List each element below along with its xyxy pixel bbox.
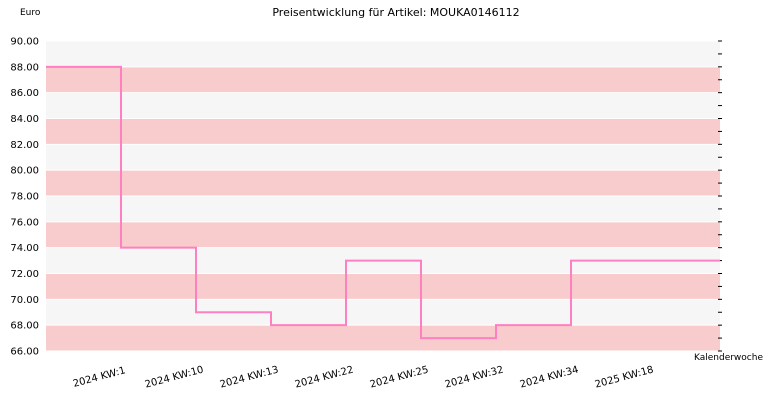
- y-tick-label: 68.00: [10, 321, 39, 332]
- band-7: [46, 144, 720, 171]
- y-tick-label: 66.00: [10, 347, 39, 358]
- y-tick-label: 88.00: [10, 62, 39, 73]
- x-axis: 2024 KW:1 2024 KW:10 2024 KW:13 2024 KW:22 2…: [72, 364, 655, 390]
- band-1: [46, 299, 720, 326]
- x-tick-label: 2025 KW:18: [594, 364, 655, 390]
- x-tick-label: 2024 KW:13: [219, 364, 280, 390]
- x-tick-label: 2024 KW:34: [519, 364, 580, 390]
- y-tick-label: 76.00: [10, 217, 39, 228]
- band-10: [46, 66, 720, 93]
- band-4: [46, 221, 720, 248]
- y-tick-label: 70.00: [10, 295, 39, 306]
- x-tick-label: 2024 KW:1: [72, 365, 127, 390]
- y-tick-label: 84.00: [10, 114, 39, 125]
- y-tick-label: 78.00: [10, 192, 39, 203]
- x-tick-label: 2024 KW:32: [444, 364, 505, 390]
- band-6: [46, 170, 720, 196]
- band-2: [46, 273, 720, 300]
- chart-title: Preisentwicklung für Artikel: MOUKA01461…: [272, 6, 519, 19]
- y-tick-label: 74.00: [10, 243, 39, 254]
- band-9: [46, 92, 720, 119]
- y-tick-label: 82.00: [10, 140, 39, 151]
- y-tick-label: 72.00: [10, 269, 39, 280]
- y-tick-label: 86.00: [10, 88, 39, 99]
- y-axis-title: Euro: [20, 8, 41, 18]
- y-axis: 66.00 68.00 70.00 72.00 74.00 76.00 78.00 80.00…: [10, 37, 39, 358]
- price-series-line: [46, 65, 720, 340]
- x-axis-title: Kalenderwoche: [694, 353, 763, 363]
- x-tick-label: 2024 KW:22: [294, 364, 355, 390]
- band-0: [46, 325, 720, 351]
- y-tick-label: 90.00: [10, 37, 39, 48]
- band-11: [46, 41, 720, 67]
- background-bands: [46, 41, 720, 351]
- gridlines: [46, 40, 720, 352]
- y-tick-label: 80.00: [10, 166, 39, 177]
- x-tick-label: 2024 KW:10: [144, 364, 205, 390]
- band-8: [46, 118, 720, 145]
- band-5: [46, 196, 720, 222]
- x-tick-label: 2024 KW:25: [369, 364, 430, 390]
